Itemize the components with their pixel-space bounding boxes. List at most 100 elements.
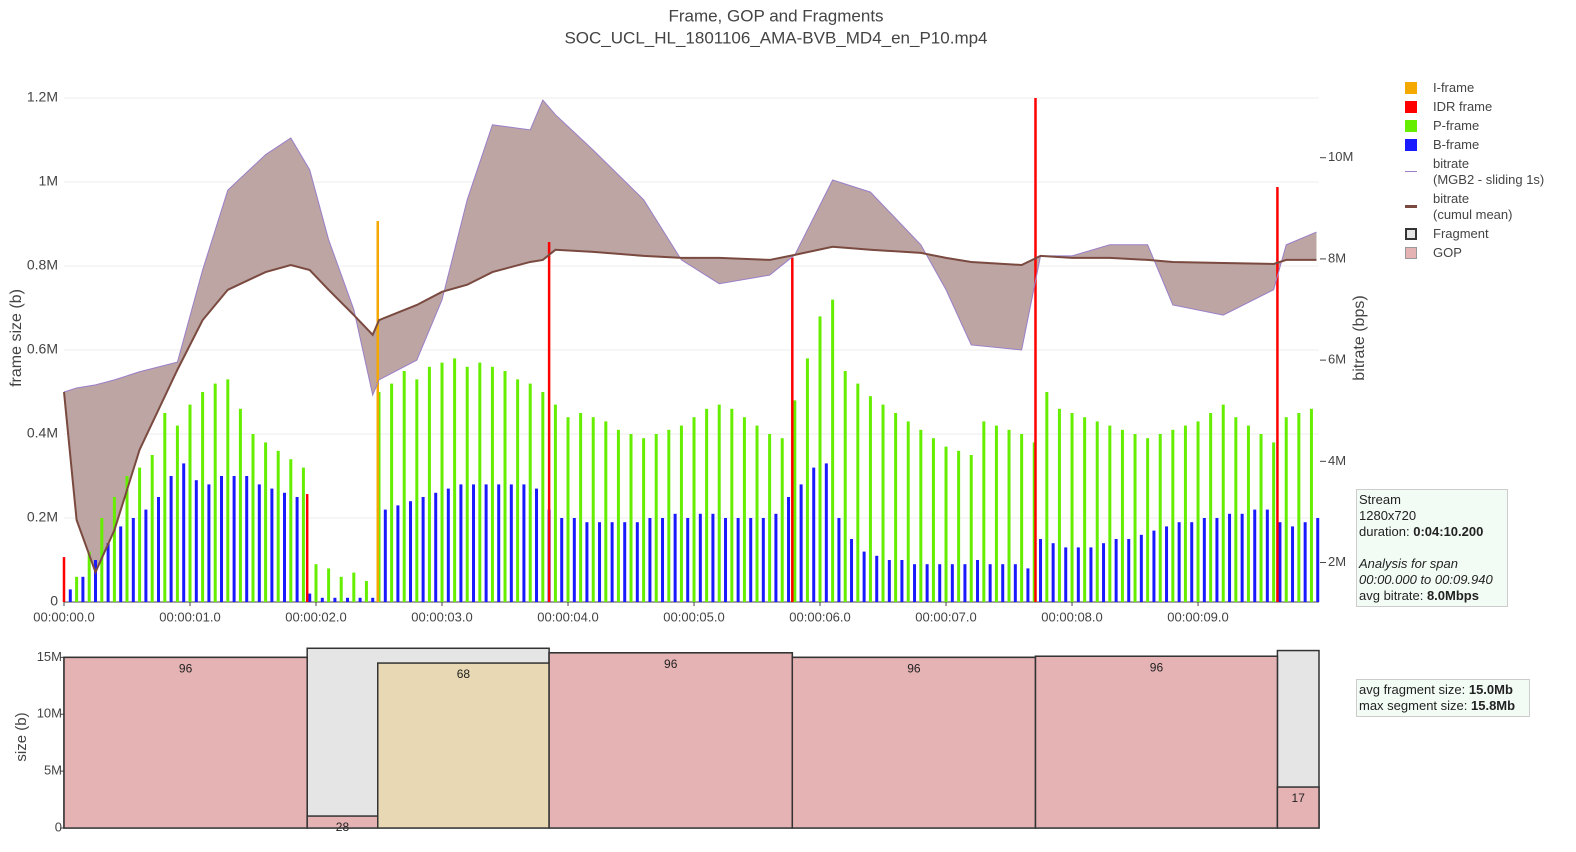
frame-bar (862, 551, 866, 602)
frame-bar (440, 362, 444, 602)
frame-bar (94, 560, 98, 602)
frame-bar (535, 488, 539, 602)
legend-symbol (1405, 171, 1417, 172)
frame-bar (1114, 539, 1118, 602)
frame-bar (339, 576, 343, 602)
y-tick-label: 0 (55, 819, 62, 834)
frame-bar (661, 518, 665, 602)
y-tick-label: 0.4M (27, 425, 58, 441)
info-duration: duration: 0:04:10.200 (1359, 524, 1505, 540)
frame-bar (314, 564, 318, 602)
frame-bar (1276, 187, 1279, 603)
frame-bar (881, 404, 885, 602)
value: 8.0Mbps (1426, 588, 1479, 603)
frame-bar (724, 518, 728, 602)
y-axis-title: frame size (b) (8, 289, 25, 387)
frame-bar (856, 383, 860, 602)
frame-bar (220, 476, 224, 602)
frame-bar (409, 501, 413, 602)
x-tick-label: 00:00:02.0 (285, 609, 346, 624)
frame-bar (919, 429, 923, 602)
frame-bar (358, 597, 362, 602)
frame-bar (1221, 404, 1225, 602)
frame-bar (213, 383, 217, 602)
frame-bar (226, 379, 230, 602)
y2-tick-label: 2M (1328, 554, 1346, 569)
frame-bar (346, 597, 350, 602)
value: 0:04:10.200 (1413, 524, 1484, 539)
x-tick-label: 00:00:08.0 (1041, 609, 1102, 624)
frame-bar (1272, 442, 1276, 602)
legend-item: bitrate (cumul mean) (1405, 189, 1544, 224)
frame-bar (1001, 564, 1005, 602)
y2-tick-label: 10M (1328, 149, 1353, 164)
frame-bar (547, 242, 551, 602)
frame-bar (459, 484, 463, 602)
frame-bar (1146, 438, 1150, 602)
frame-bar (150, 455, 154, 602)
x-tick-label: 00:00:00.0 (33, 609, 94, 624)
frame-bar (472, 484, 476, 602)
info-span-title: Analysis for span (1359, 556, 1458, 571)
y2-tick-label: 8M (1328, 250, 1346, 265)
frame-bar (635, 522, 639, 602)
frame-bar (1133, 434, 1137, 602)
frame-bar (1183, 425, 1187, 602)
frame-bar (427, 366, 431, 602)
frame-bar (1032, 442, 1036, 602)
frame-bar (87, 551, 91, 602)
legend-label: B-frame (1433, 136, 1480, 152)
frame-bar (705, 408, 709, 602)
frame-bar (1202, 518, 1206, 602)
frame-bar (648, 518, 652, 602)
frame-bar (1228, 513, 1232, 602)
frame-bar (950, 564, 954, 602)
frame-bar (616, 429, 620, 602)
frame-bar (371, 597, 375, 602)
frame-bar (553, 404, 557, 602)
y-tick-label: 15M (37, 649, 62, 664)
frame-bar (201, 392, 205, 602)
frame-bar (673, 513, 677, 602)
frame-bar (1265, 509, 1269, 602)
frame-bar (799, 484, 803, 602)
gop-frame-count: 96 (664, 657, 678, 671)
frame-bar (629, 434, 633, 602)
gop-frame-count: 28 (336, 820, 350, 834)
legend-label: bitrate (MGB2 - sliding 1s) (1433, 155, 1545, 187)
gop (791, 656, 1037, 829)
frame-bar (711, 513, 715, 602)
frame-bar (320, 597, 324, 602)
frame-bar (787, 497, 791, 602)
bitrate-line (63, 99, 1317, 397)
frame-bar (730, 408, 734, 602)
frame-bar (497, 484, 501, 602)
frame-bar (1045, 392, 1049, 602)
frame-bar (1246, 425, 1250, 602)
gop (1276, 786, 1320, 829)
frame-bar (1152, 530, 1156, 602)
frame-bar (957, 450, 961, 602)
frame-bar (1089, 547, 1093, 602)
frame-bar (169, 476, 173, 602)
gop-frame-count: 96 (179, 662, 193, 676)
frame-bar (850, 539, 854, 602)
frame-bar (138, 467, 142, 602)
frame-bar (352, 572, 356, 602)
label: duration: (1359, 524, 1410, 539)
gop-frame-count: 96 (907, 662, 921, 676)
frame-bar (144, 509, 148, 602)
label: avg fragment size: (1359, 682, 1466, 697)
frame-bar (894, 413, 898, 602)
frame-bar (1316, 518, 1320, 602)
frame-bar (1177, 522, 1181, 602)
x-tick-label: 00:00:01.0 (159, 609, 220, 624)
frame-bar (327, 568, 331, 602)
frame-bar (484, 484, 488, 602)
frame-bar (308, 593, 312, 602)
label: avg bitrate: (1359, 588, 1424, 603)
frame-bar (376, 221, 379, 602)
y-tick-label: 1.2M (27, 89, 58, 105)
frame-bar (1127, 539, 1131, 602)
x-tick-label: 00:00:07.0 (915, 609, 976, 624)
